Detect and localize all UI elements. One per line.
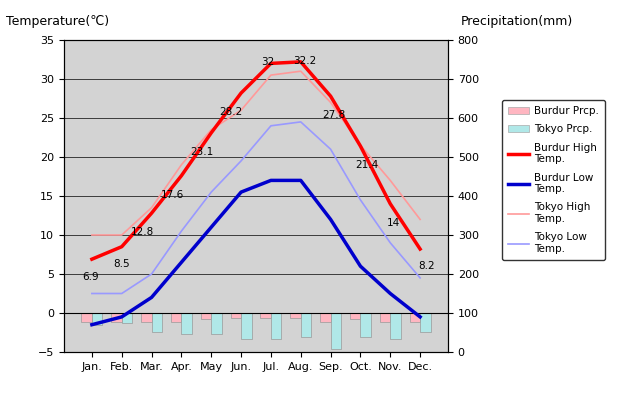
Bar bbox=[230, 313, 241, 318]
Bar bbox=[320, 313, 331, 322]
Bar bbox=[271, 313, 282, 339]
Text: Temperature(℃): Temperature(℃) bbox=[6, 15, 109, 28]
Bar bbox=[360, 313, 371, 337]
Text: 27.8: 27.8 bbox=[322, 110, 345, 120]
Bar bbox=[380, 313, 390, 322]
Bar bbox=[390, 313, 401, 339]
Text: 21.4: 21.4 bbox=[355, 160, 378, 170]
Bar bbox=[122, 313, 132, 323]
Bar bbox=[241, 313, 252, 339]
Text: 8.5: 8.5 bbox=[113, 259, 130, 269]
Text: 6.9: 6.9 bbox=[82, 272, 99, 282]
Bar bbox=[350, 313, 360, 319]
Text: 32: 32 bbox=[261, 57, 275, 67]
Text: 35: 35 bbox=[64, 20, 66, 21]
Bar bbox=[201, 313, 211, 319]
Text: Precipitation(mm): Precipitation(mm) bbox=[461, 15, 573, 28]
Bar bbox=[92, 313, 102, 326]
Bar bbox=[171, 313, 181, 322]
Bar bbox=[152, 313, 162, 332]
Text: 8.2: 8.2 bbox=[418, 261, 435, 271]
Bar bbox=[410, 313, 420, 322]
Text: 23.1: 23.1 bbox=[191, 147, 214, 157]
Text: 32.2: 32.2 bbox=[294, 56, 317, 66]
Bar bbox=[331, 313, 341, 349]
Legend: Burdur Prcp., Tokyo Prcp., Burdur High
Temp., Burdur Low
Temp., Tokyo High
Temp.: Burdur Prcp., Tokyo Prcp., Burdur High T… bbox=[502, 100, 605, 260]
Bar bbox=[111, 313, 122, 322]
Bar bbox=[181, 313, 192, 334]
Bar bbox=[81, 313, 92, 322]
Bar bbox=[291, 313, 301, 318]
Text: 28.2: 28.2 bbox=[219, 107, 243, 117]
Bar bbox=[260, 313, 271, 318]
Text: 17.6: 17.6 bbox=[161, 190, 184, 200]
Bar bbox=[211, 313, 221, 334]
Bar bbox=[301, 313, 311, 337]
Text: 12.8: 12.8 bbox=[131, 227, 154, 237]
Text: 14: 14 bbox=[387, 218, 400, 228]
Bar bbox=[420, 313, 431, 332]
Bar bbox=[141, 313, 152, 322]
